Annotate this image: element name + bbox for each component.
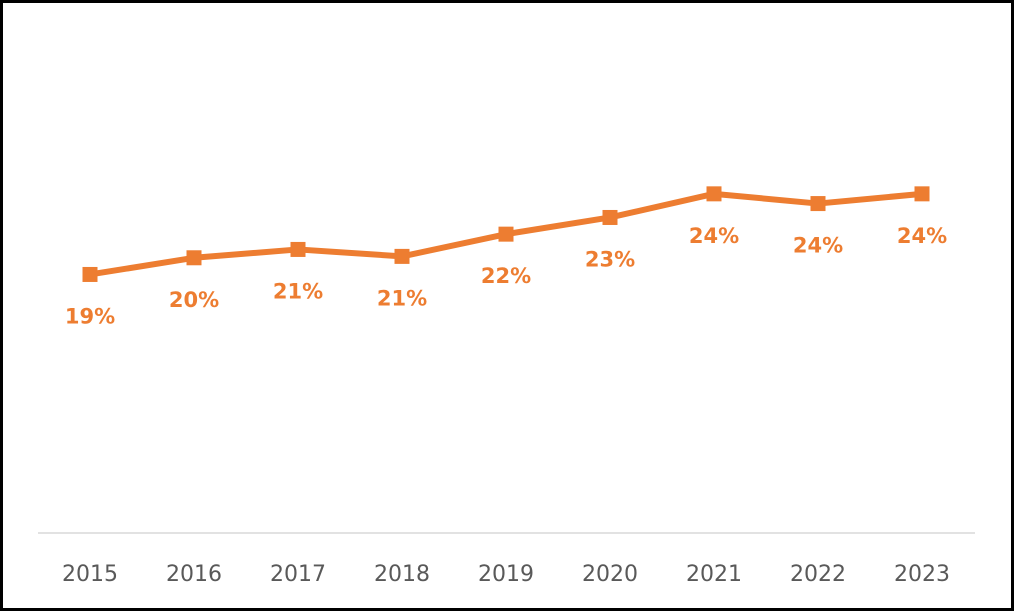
x-tick-label-2022: 2022 [790, 562, 846, 587]
x-tick-label-2021: 2021 [686, 562, 742, 587]
x-tick-label-2023: 2023 [894, 562, 950, 587]
line-chart: 2015 2016 2017 2018 2019 2020 2021 2022 2023 19%… [38, 186, 975, 587]
x-tick-label-2018: 2018 [374, 562, 430, 587]
marker-2019 [498, 226, 514, 242]
data-label-2022: 24% [793, 234, 843, 258]
marker-2023 [914, 186, 930, 202]
data-label-2015: 19% [65, 304, 115, 328]
marker-2021 [706, 186, 722, 202]
data-label-2021: 24% [689, 224, 739, 248]
data-labels: 19% 20% 21% 21% 22% 23% 24% 24% 24% [65, 224, 947, 329]
marker-2017 [290, 241, 306, 257]
x-tick-label-2017: 2017 [270, 562, 326, 587]
data-label-2016: 20% [169, 288, 219, 312]
marker-2018 [394, 248, 410, 264]
data-label-2018: 21% [377, 286, 427, 310]
data-label-2019: 22% [481, 264, 531, 288]
marker-2020 [602, 209, 618, 225]
data-label-2023: 24% [897, 224, 947, 248]
x-axis-tick-labels: 2015 2016 2017 2018 2019 2020 2021 2022 2023 [62, 562, 950, 587]
marker-2022 [810, 196, 826, 212]
data-label-2020: 23% [585, 247, 635, 271]
data-label-2017: 21% [273, 279, 323, 303]
marker-2016 [186, 250, 202, 266]
x-tick-label-2015: 2015 [62, 562, 118, 587]
series-markers [82, 186, 930, 282]
x-tick-label-2019: 2019 [478, 562, 534, 587]
x-tick-label-2016: 2016 [166, 562, 222, 587]
marker-2015 [82, 266, 98, 282]
x-tick-label-2020: 2020 [582, 562, 638, 587]
